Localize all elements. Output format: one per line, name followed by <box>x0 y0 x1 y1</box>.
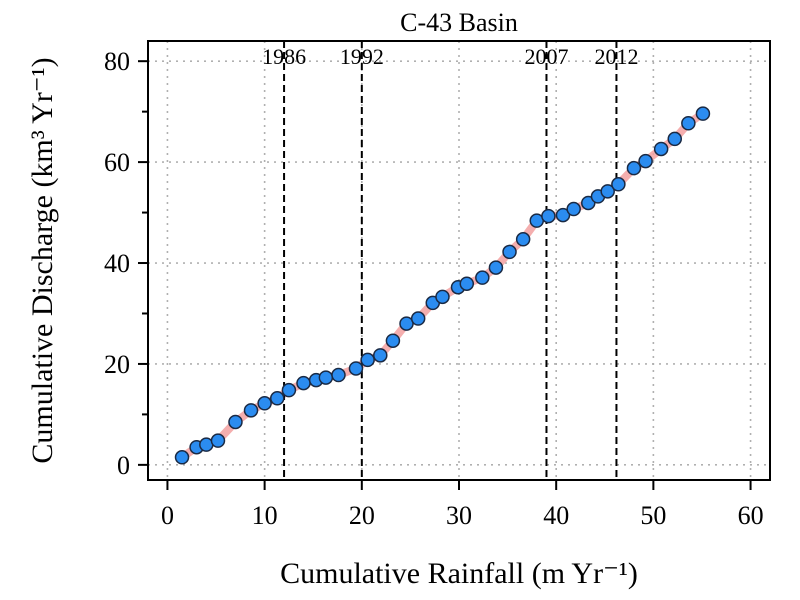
data-point <box>681 115 696 131</box>
data-point <box>296 375 311 391</box>
y-tick-label: 0 <box>117 451 130 480</box>
data-point <box>475 270 490 285</box>
data-point <box>228 414 243 430</box>
reference-line-label-1992: 1992 <box>340 44 384 69</box>
data-point <box>626 160 642 176</box>
data-point <box>318 370 334 385</box>
reference-lines: 1986 1992 2007 2012 <box>262 41 638 480</box>
data-point <box>488 260 504 275</box>
x-tick-label: 60 <box>738 501 764 530</box>
data-point <box>581 195 596 211</box>
reference-line-label-1986: 1986 <box>262 44 306 69</box>
data-point <box>555 207 571 223</box>
x-tick-label: 20 <box>349 501 375 530</box>
data-point <box>566 201 581 217</box>
data-point <box>515 232 531 247</box>
data-point <box>541 208 556 224</box>
x-tick-label: 40 <box>543 501 569 530</box>
data-point <box>174 450 190 465</box>
y-tick-label: 40 <box>104 249 130 278</box>
x-tick-label: 50 <box>640 501 666 530</box>
data-point <box>270 391 285 406</box>
data-point <box>435 289 450 305</box>
data-point <box>695 106 711 121</box>
reference-line-label-2007: 2007 <box>524 44 568 69</box>
data-point <box>348 361 364 376</box>
data-points <box>174 106 711 465</box>
data-point <box>611 177 626 192</box>
data-point <box>373 348 388 363</box>
data-point <box>410 311 426 326</box>
chart-title: C-43 Basin <box>400 8 518 37</box>
x-tick-label: 0 <box>161 501 174 530</box>
data-point <box>331 367 346 383</box>
x-axis-title: Cumulative Rainfall (m Yr⁻¹) <box>280 557 638 590</box>
axes: 0 10 20 30 40 50 60 0 20 40 60 80 <box>104 47 764 530</box>
y-axis-title: Cumulative Discharge (km³ Yr⁻¹) <box>26 57 59 463</box>
y-tick-label: 20 <box>104 350 130 379</box>
reference-line-label-2012: 2012 <box>594 44 638 69</box>
data-point <box>360 352 375 368</box>
data-point <box>459 276 475 291</box>
x-tick-label: 30 <box>446 501 472 530</box>
y-tick-label: 60 <box>104 148 130 177</box>
data-point <box>210 433 226 448</box>
x-tick-label: 10 <box>252 501 278 530</box>
data-point <box>243 403 259 418</box>
data-point <box>667 131 683 147</box>
data-point <box>502 244 517 260</box>
data-point <box>600 184 615 199</box>
data-point <box>638 153 653 169</box>
y-tick-label: 80 <box>104 47 130 76</box>
data-point <box>653 141 669 157</box>
data-point <box>281 382 297 398</box>
data-point <box>385 333 401 348</box>
data-point <box>257 396 272 411</box>
